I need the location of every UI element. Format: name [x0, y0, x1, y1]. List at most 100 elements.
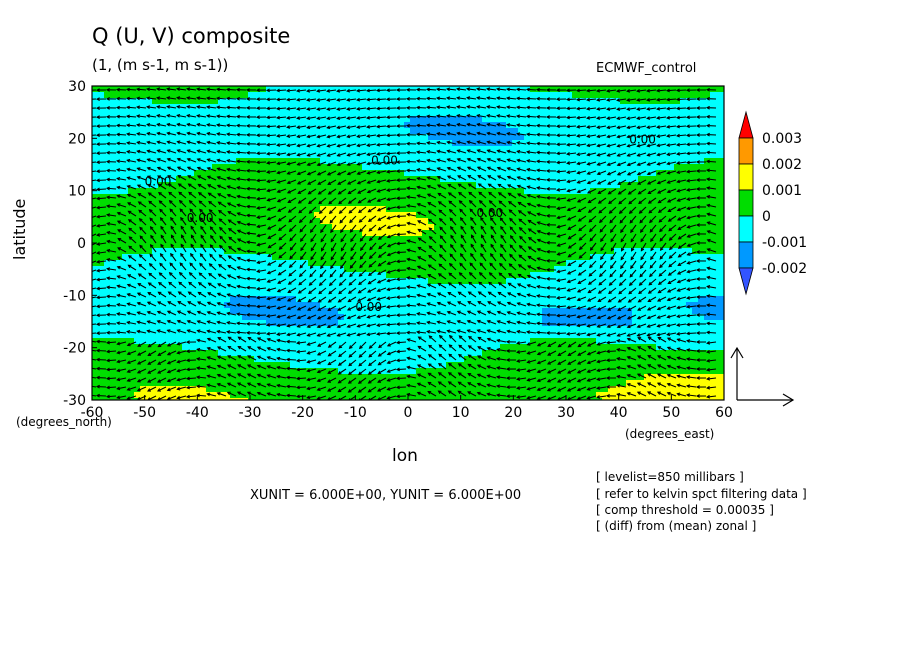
wind-vector [480, 217, 487, 226]
wind-vector-head [496, 166, 501, 171]
wind-vector [387, 251, 397, 256]
wind-vector [357, 323, 367, 328]
wind-vector-head [247, 355, 252, 359]
wind-vector-head [496, 175, 501, 179]
wind-vector-head [356, 171, 361, 175]
wind-vector [656, 89, 667, 92]
wind-vector-head [336, 162, 341, 167]
wind-vector [92, 287, 97, 290]
wind-vector-head [136, 105, 141, 110]
wind-vector-head [376, 305, 381, 310]
wind-vector-head [358, 281, 362, 286]
wind-vector-head [348, 345, 353, 349]
wind-vector-head [545, 240, 550, 245]
wind-vector-head [346, 143, 351, 148]
wind-vector [490, 226, 497, 235]
wind-vector-head [626, 333, 631, 337]
wind-vector [226, 124, 237, 127]
wind-vector-head [386, 343, 391, 347]
wind-vector-head [630, 265, 634, 270]
wind-vector [437, 321, 447, 325]
wind-vector [676, 134, 687, 137]
wind-vector [377, 143, 387, 146]
wind-vector [707, 276, 717, 280]
wind-vector [577, 341, 587, 348]
wind-vector [677, 179, 687, 183]
wind-vector [627, 116, 637, 120]
wind-vector-head [188, 191, 192, 196]
wind-vector-head [646, 116, 651, 120]
wind-vector-head [197, 183, 202, 188]
wind-vector [638, 197, 647, 204]
wind-vector-head [176, 319, 181, 324]
wind-vector-head [458, 344, 463, 349]
wind-vector-head [105, 330, 110, 335]
wind-vector [327, 161, 337, 166]
wind-vector [237, 238, 247, 244]
wind-vector-head [417, 246, 422, 251]
wind-vector [137, 124, 147, 127]
wind-vector [168, 291, 177, 298]
wind-vector-head [167, 291, 172, 295]
wind-vector [556, 161, 567, 164]
wind-vector-head [706, 385, 711, 390]
wind-vector [657, 143, 667, 147]
wind-vector-head [126, 185, 131, 189]
wind-vector-head [216, 329, 221, 334]
wind-vector-head [245, 222, 250, 227]
wind-vector-head [235, 132, 240, 137]
wind-vector [277, 152, 287, 156]
wind-vector-head [647, 336, 652, 341]
wind-vector-head [627, 181, 632, 185]
wind-vector [617, 98, 627, 101]
wind-vector-head [695, 187, 700, 191]
wind-vector-head [496, 338, 501, 343]
wind-vector [537, 285, 547, 289]
colorbar-label: -0.002 [762, 261, 807, 277]
wind-vector-head [385, 124, 390, 129]
wind-vector [307, 98, 317, 101]
wind-vector-head [626, 324, 631, 329]
wind-vector [237, 229, 247, 235]
wind-vector-head [187, 175, 192, 179]
wind-vector-head [416, 284, 421, 288]
wind-vector [217, 383, 227, 388]
wind-vector-head [566, 133, 570, 138]
wind-vector [348, 359, 357, 367]
wind-vector-head [630, 256, 635, 261]
wind-vector [537, 341, 547, 347]
wind-vector [536, 160, 547, 163]
wind-vector [167, 132, 177, 136]
wind-vector-head [87, 349, 90, 352]
wind-vector [458, 183, 467, 190]
wind-vector-head [95, 277, 100, 282]
wind-vector [92, 340, 97, 343]
wind-vector [468, 354, 477, 361]
wind-vector [667, 296, 677, 301]
wind-vector-head [607, 298, 612, 303]
wind-vector-head [545, 267, 550, 272]
wind-vector-head [695, 367, 700, 371]
wind-vector-head [536, 194, 541, 199]
wind-vector [127, 142, 137, 145]
wind-vector [339, 206, 347, 214]
wind-vector-head [436, 184, 441, 188]
wind-vector-head [156, 96, 161, 100]
wind-vector [497, 132, 507, 136]
wind-vector-head [686, 393, 691, 398]
wind-vector [147, 395, 157, 400]
wind-vector-head [256, 346, 261, 350]
wind-vector-head [377, 370, 382, 374]
wind-vector-head [626, 162, 631, 167]
wind-vector-head [247, 336, 252, 341]
wind-vector-head [486, 329, 491, 333]
wind-vector [177, 175, 187, 181]
wind-vector-head [95, 97, 100, 101]
wind-vector-head [207, 192, 212, 197]
wind-vector [317, 143, 327, 147]
wind-vector [527, 312, 537, 316]
wind-vector [677, 188, 687, 192]
wind-vector [177, 166, 187, 172]
wind-vector [157, 377, 167, 383]
wind-vector [289, 242, 297, 251]
